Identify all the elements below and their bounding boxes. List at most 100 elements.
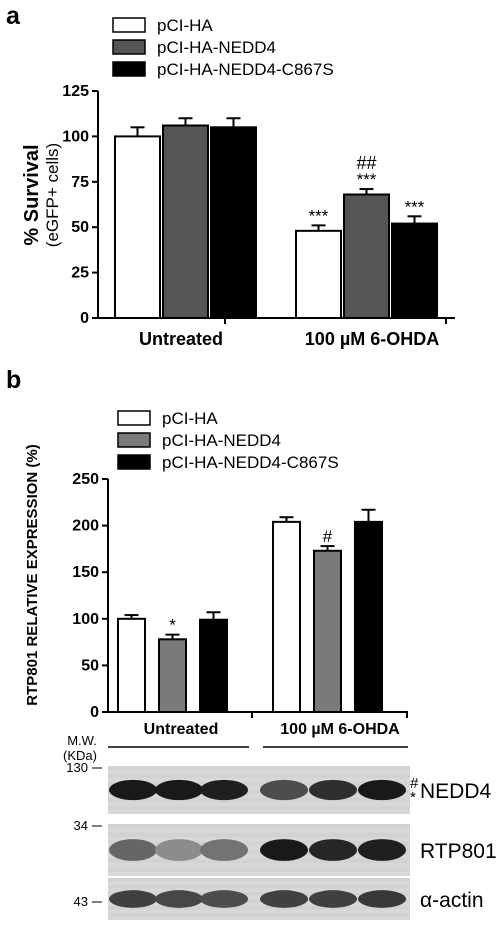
mw-value: 34 [74,818,88,833]
legend-label: pCI-HA-NEDD4 [162,431,281,450]
legend-label: pCI-HA-NEDD4 [157,38,276,57]
blot-band [358,779,406,801]
blot-marker: * [410,789,416,806]
blot-row-label: NEDD4 [420,780,492,803]
mw-value: 43 [74,894,88,909]
blot-texture [108,878,410,882]
chart-a: 0 25 50 75 100 125 % Survival (eGFP+ cells) *** *… [21,16,455,349]
blot-band [309,839,357,861]
blot-band [109,890,157,908]
y-tick-label: 0 [90,704,99,721]
blot-row-label: α-actin [420,889,484,912]
category-label: 100 µM 6-OHDA [305,329,439,349]
significance-label-top: ## [356,153,376,173]
blot-marker: # [410,775,419,792]
legend-label: pCI-HA [162,409,218,428]
blot-band [109,839,157,861]
bar [210,126,257,319]
blot-band [309,779,357,801]
y-tick-label: 25 [71,265,89,282]
blot-band [155,839,203,861]
y-axis-label: % Survival [21,144,43,245]
blot-texture [108,867,410,872]
blot-band [200,779,248,801]
significance-label: *** [405,197,425,216]
blot-texture [108,774,410,778]
blot-texture [108,913,410,917]
bar [158,638,187,714]
blot-band [260,890,308,908]
mw-unit-label: (KDa) [63,748,97,763]
significance-label: *** [357,170,377,189]
chart-b: 0 50 100 150 200 250 RTP801 RELATIVE EXPRESSIO… [24,409,408,738]
blot-band [358,890,406,908]
blot-band [260,779,308,801]
y-tick-label: 0 [80,310,89,327]
bar [272,520,301,714]
significance-label: *** [309,206,329,225]
legend-swatch [112,39,146,55]
significance-label: * [169,616,176,635]
blot-texture [108,858,410,863]
bar [391,222,438,319]
bar [114,135,161,319]
legend-label: pCI-HA-NEDD4-C867S [157,60,334,79]
blot-band [155,890,203,908]
legend-label: pCI-HA [157,16,213,35]
legend-swatch [112,17,146,33]
blot-texture [108,832,410,837]
blot-band [155,779,203,801]
blot-row-label: RTP801 [420,840,497,863]
blot-band [109,779,157,801]
bar [295,229,342,319]
blot-band [200,839,248,861]
category-label: Untreated [139,329,223,349]
significance-label: # [323,527,333,546]
blot-band [260,839,308,861]
category-label: 100 µM 6-OHDA [280,721,400,738]
bar [199,618,228,713]
bar [162,124,209,319]
blot-texture [108,806,410,810]
y-tick-label: 100 [62,128,89,145]
y-tick-label: 50 [71,219,89,236]
category-label: Untreated [144,721,219,738]
y-axis-label: RTP801 RELATIVE EXPRESSION (%) [24,444,41,705]
y-tick-label: 150 [72,564,99,581]
blot-texture [108,782,410,786]
blot-texture [108,892,410,896]
y-tick-label: 100 [72,611,99,628]
bar [354,520,383,714]
blot-texture [108,841,410,846]
y-axis-sublabel: (eGFP+ cells) [43,143,62,247]
blot-texture [108,906,410,910]
mw-label: M.W. [67,733,97,748]
legend-swatch [112,61,146,77]
panel-b-label: b [6,366,22,394]
panel-a-label: a [6,2,20,30]
mw-value: 130 [66,760,88,775]
y-tick-label: 200 [72,518,99,535]
blot-texture [108,766,410,770]
blot-texture [108,850,410,855]
blot-texture [108,824,410,829]
bar [343,193,390,319]
bar [117,617,146,713]
bar [313,549,342,713]
blot-texture [108,790,410,794]
blot-band [200,890,248,908]
y-tick-label: 50 [81,657,99,674]
y-tick-label: 250 [72,471,99,488]
blot-texture [108,899,410,903]
legend-swatch [117,454,151,470]
y-tick-label: 75 [71,174,89,191]
legend-swatch [117,432,151,448]
blot-texture [108,885,410,889]
y-tick-label: 125 [62,83,89,100]
blot-texture [108,798,410,802]
legend-label: pCI-HA-NEDD4-C867S [162,453,339,472]
legend-swatch [117,410,151,426]
blot-band [358,839,406,861]
blot-band [309,890,357,908]
